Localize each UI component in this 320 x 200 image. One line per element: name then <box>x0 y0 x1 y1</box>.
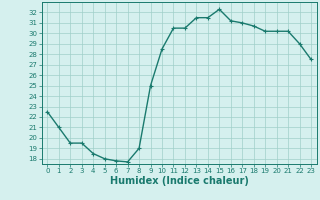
X-axis label: Humidex (Indice chaleur): Humidex (Indice chaleur) <box>110 176 249 186</box>
